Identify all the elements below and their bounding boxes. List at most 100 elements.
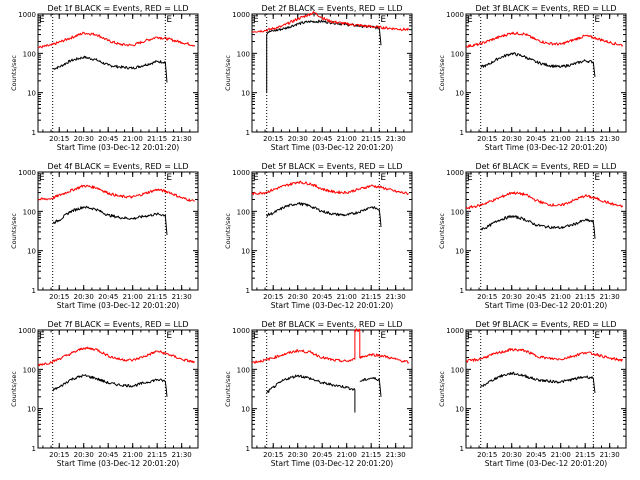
x-tick-label: 20:45 [526,135,546,143]
plot-frame [37,329,199,449]
y-tick-label: 1 [32,287,36,295]
x-tick-label: 20:15 [477,135,497,143]
y-tick-label: 10 [27,248,36,256]
panel-title: Det 8f BLACK = Events, RED = LLD [261,320,402,329]
detector-panel-5: Det 5f BLACK = Events, RED = LLD 1 10 100 10… [224,162,413,310]
x-tick-label: 21:00 [337,135,357,143]
panel-title: Det 3f BLACK = Events, RED = LLD [475,4,616,13]
detector-panel-8: Det 8f BLACK = Events, RED = LLD 1 10 100 10… [224,320,413,468]
detector-panel-4: Det 4f BLACK = Events, RED = LLD 1 10 100 10… [10,162,199,310]
x-tick-label: 21:30 [172,293,192,301]
time-marker-label: E [166,173,172,183]
y-tick-label: 1 [32,445,36,453]
y-tick-label: 100 [23,208,36,216]
y-tick-label: 1 [460,287,464,295]
x-tick-label: 21:15 [575,293,595,301]
x-tick-label: 20:30 [74,135,94,143]
corner-marker-label: E [39,331,45,341]
plot-frame [465,13,627,133]
series-lld-line [251,328,410,364]
x-tick-label: 21:30 [600,135,620,143]
series-events-line [480,215,596,239]
series-events-line [266,19,382,93]
x-tick-label: 21:30 [386,293,406,301]
series-lld-line [37,184,195,202]
y-tick-label: 1 [460,129,464,137]
x-tick-label: 20:45 [526,451,546,459]
y-tick-label: 1000 [446,327,464,335]
plot-frame [251,13,413,133]
x-tick-label: 20:30 [288,451,308,459]
y-tick-label: 100 [451,50,464,58]
y-tick-label: 1 [32,129,36,137]
x-tick-label: 21:00 [551,135,571,143]
x-tick-label: 20:30 [288,135,308,143]
y-axis-label: Counts/sec [224,213,232,249]
y-tick-label: 1000 [232,11,250,19]
y-tick-label: 10 [27,406,36,414]
corner-marker-label: E [253,15,259,25]
corner-marker-label: E [467,15,473,25]
time-marker-label: E [166,331,172,341]
x-tick-label: 21:00 [551,451,571,459]
x-axis-label: Start Time (03-Dec-12 20:01:20) [271,143,393,152]
y-axis-label: Counts/sec [10,371,18,407]
series-events-line [52,374,168,397]
y-tick-label: 10 [455,406,464,414]
x-tick-label: 20:15 [263,451,283,459]
y-tick-label: 1000 [18,327,36,335]
y-tick-label: 10 [27,90,36,98]
time-marker-label: E [380,173,386,183]
detector-panel-1: Det 1f BLACK = Events, RED = LLD 1 10 100 10… [10,4,199,152]
x-tick-label: 21:30 [386,451,406,459]
corner-marker-label: E [39,173,45,183]
detector-panel-2: Det 2f BLACK = Events, RED = LLD 1 10 100 10… [224,4,413,152]
y-tick-label: 10 [241,90,250,98]
x-tick-label: 20:45 [98,135,118,143]
detector-panel-3: Det 3f BLACK = Events, RED = LLD 1 10 100 10… [438,4,627,152]
time-marker-label: E [594,15,600,25]
x-tick-label: 20:15 [263,135,283,143]
panel-title: Det 1f BLACK = Events, RED = LLD [47,4,188,13]
plot-frame [465,329,627,449]
corner-marker-label: E [253,173,259,183]
series-lld-line [37,346,196,367]
x-tick-label: 20:15 [477,293,497,301]
time-marker-label: E [594,331,600,341]
y-tick-label: 10 [241,406,250,414]
series-events-line [480,52,596,78]
x-axis-label: Start Time (03-Dec-12 20:01:20) [57,301,179,310]
corner-marker-label: E [467,173,473,183]
y-tick-label: 1000 [18,11,36,19]
time-marker-label: E [594,173,600,183]
x-tick-label: 21:15 [575,135,595,143]
x-tick-label: 20:45 [312,293,332,301]
y-tick-label: 100 [451,366,464,374]
y-tick-label: 1000 [446,11,464,19]
x-tick-label: 20:30 [288,293,308,301]
panel-title: Det 7f BLACK = Events, RED = LLD [47,320,188,329]
series-lld-line [37,31,196,49]
x-tick-label: 21:30 [600,451,620,459]
x-tick-label: 21:00 [337,293,357,301]
x-axis-label: Start Time (03-Dec-12 20:01:20) [271,301,393,310]
x-tick-label: 20:15 [477,451,497,459]
x-axis-label: Start Time (03-Dec-12 20:01:20) [485,143,607,152]
y-tick-label: 1000 [18,169,36,177]
y-axis-label: Counts/sec [438,213,446,249]
x-tick-label: 20:30 [502,451,522,459]
plot-frame [251,329,413,449]
series-events-line [52,55,168,83]
x-tick-label: 20:15 [49,451,69,459]
x-tick-label: 21:00 [551,293,571,301]
series-events-line [266,374,382,413]
x-tick-label: 20:30 [74,451,94,459]
x-tick-label: 20:15 [263,293,283,301]
x-tick-label: 20:45 [98,451,118,459]
x-tick-label: 20:30 [74,293,94,301]
y-axis-label: Counts/sec [438,371,446,407]
x-tick-label: 21:15 [575,451,595,459]
x-tick-label: 20:15 [49,293,69,301]
y-tick-label: 1000 [232,327,250,335]
